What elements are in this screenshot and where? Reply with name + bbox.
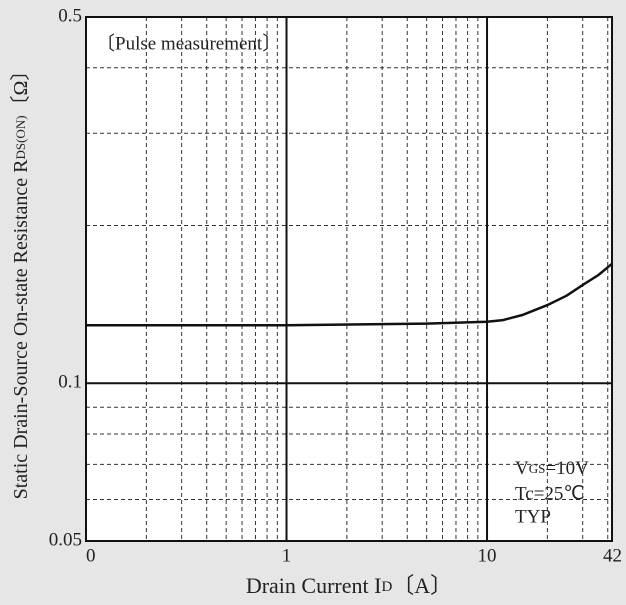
- plot-frame: [85, 16, 613, 542]
- y-tick-label: 0.05: [49, 529, 82, 550]
- annotation: Tc=25℃: [515, 483, 585, 504]
- x-tick-label: 0: [86, 545, 96, 566]
- x-tick-label: 42: [603, 545, 622, 566]
- y-axis-label: Static Drain-Source On-state Resistance …: [9, 61, 32, 500]
- data-line: [86, 262, 613, 327]
- x-tick-label: 1: [282, 545, 292, 566]
- y-tick-label: 0.5: [58, 5, 82, 26]
- y-tick-label: 0.1: [58, 372, 82, 393]
- plot-area: [86, 17, 612, 541]
- annotation: VGS=10V: [515, 458, 589, 479]
- annotation: TYP: [515, 506, 551, 527]
- x-tick-label: 10: [478, 545, 497, 566]
- annotation: 〔Pulse measurement〕: [96, 32, 281, 54]
- x-axis-label: Drain Current ID〔A〕: [246, 573, 452, 598]
